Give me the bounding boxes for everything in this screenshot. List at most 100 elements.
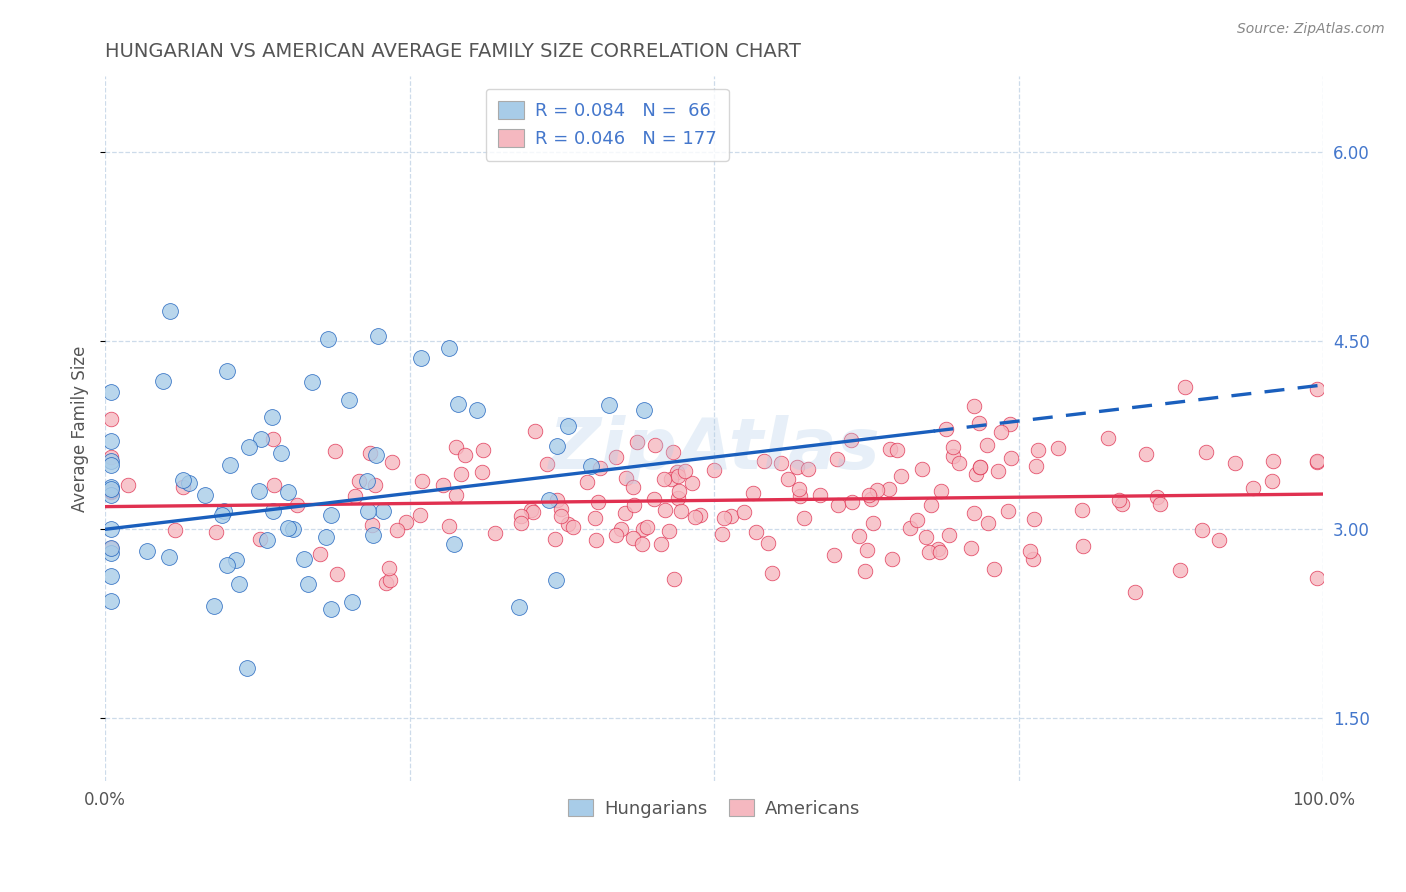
Point (163, 523, 186, 537)
Point (761, 566, 783, 580)
Point (631, 537, 654, 551)
Point (363, 478, 385, 492)
Point (879, 442, 901, 456)
Point (357, 503, 380, 517)
Point (263, 478, 285, 492)
Point (983, 562, 1005, 576)
Point (557, 419, 579, 434)
Point (1306, 572, 1329, 586)
Point (1168, 563, 1191, 577)
Point (262, 409, 284, 424)
Point (879, 482, 901, 496)
Point (920, 498, 942, 512)
Point (344, 489, 367, 503)
Point (100, 454, 122, 468)
Point (644, 438, 666, 452)
Point (880, 552, 903, 566)
Point (1261, 454, 1284, 468)
Point (100, 458, 122, 472)
Point (444, 488, 467, 502)
Point (204, 525, 226, 540)
Point (668, 491, 690, 505)
Point (586, 495, 609, 509)
Point (1070, 503, 1092, 517)
Point (614, 470, 637, 484)
Point (215, 363, 238, 377)
Point (217, 558, 239, 572)
Point (100, 522, 122, 536)
Point (1146, 491, 1168, 505)
Point (202, 599, 225, 613)
Point (789, 489, 811, 503)
Point (297, 576, 319, 591)
Point (589, 461, 612, 475)
Point (235, 661, 257, 675)
Point (100, 569, 122, 583)
Point (364, 448, 387, 462)
Point (218, 458, 240, 472)
Point (522, 505, 544, 519)
Point (855, 564, 877, 578)
Point (270, 446, 292, 460)
Point (626, 434, 648, 449)
Point (172, 473, 194, 487)
Point (839, 433, 862, 447)
Point (914, 530, 936, 544)
Point (100, 541, 122, 556)
Point (960, 541, 983, 555)
Point (1097, 431, 1119, 445)
Point (658, 524, 681, 538)
Point (172, 480, 194, 494)
Point (367, 329, 389, 343)
Point (256, 533, 278, 547)
Point (100, 484, 122, 499)
Point (347, 474, 370, 488)
Point (668, 483, 690, 498)
Point (1000, 450, 1022, 465)
Point (905, 513, 928, 527)
Point (378, 560, 401, 574)
Point (471, 465, 494, 479)
Point (100, 434, 122, 449)
Point (886, 442, 908, 457)
Point (152, 374, 174, 388)
Point (159, 303, 181, 318)
Point (976, 437, 998, 451)
Point (447, 397, 470, 411)
Point (100, 546, 122, 560)
Point (683, 510, 706, 524)
Text: ZipAtlas: ZipAtlas (548, 416, 880, 484)
Point (100, 593, 122, 607)
Point (579, 458, 602, 473)
Point (938, 527, 960, 541)
Text: Source: ZipAtlas.com: Source: ZipAtlas.com (1237, 22, 1385, 37)
Point (793, 510, 815, 524)
Point (969, 460, 991, 475)
Point (356, 475, 378, 489)
Point (671, 503, 693, 517)
Point (444, 441, 467, 455)
Point (631, 522, 654, 536)
Point (733, 505, 755, 519)
Point (508, 599, 530, 614)
Point (935, 422, 957, 436)
Point (100, 541, 122, 555)
Point (823, 548, 845, 562)
Point (633, 403, 655, 417)
Point (381, 455, 404, 469)
Point (544, 573, 567, 587)
Point (1241, 481, 1264, 495)
Point (987, 464, 1010, 478)
Point (856, 543, 879, 558)
Point (450, 467, 472, 482)
Point (1191, 523, 1213, 537)
Point (898, 521, 921, 535)
Point (610, 522, 633, 536)
Point (967, 416, 990, 430)
Point (194, 488, 217, 502)
Point (666, 465, 689, 479)
Point (136, 544, 159, 558)
Point (928, 545, 950, 559)
Point (262, 432, 284, 446)
Point (509, 508, 531, 523)
